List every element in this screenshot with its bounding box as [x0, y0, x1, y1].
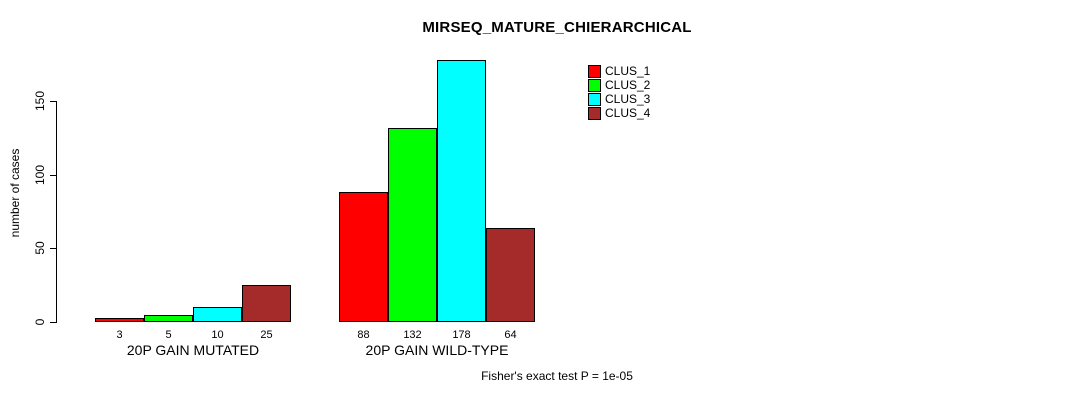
y-axis-tick-label: 50 [33, 241, 47, 255]
y-axis-tick [50, 101, 57, 102]
bar-clus_1 [339, 192, 388, 322]
bar-clus_3 [437, 60, 486, 322]
fisher-test-annotation: Fisher's exact test P = 1e-05 [481, 369, 633, 383]
y-axis-tick-label: 0 [33, 318, 47, 326]
bar-value-label: 64 [504, 329, 517, 341]
bar-value-label: 25 [260, 329, 273, 341]
legend-label: CLUS_4 [605, 106, 651, 120]
bar-value-label: 88 [357, 329, 370, 341]
legend-swatch-icon [588, 64, 601, 78]
y-axis-tick [50, 175, 57, 176]
bar-value-label: 5 [165, 329, 172, 341]
y-axis-tick [50, 322, 57, 323]
bar-clus_4 [486, 228, 535, 322]
bar-clus_1 [95, 318, 144, 322]
legend-swatch-icon [588, 92, 601, 106]
bar-clus_2 [144, 315, 193, 322]
legend-label: CLUS_1 [605, 64, 651, 78]
legend-item-clus_1: CLUS_1 [588, 64, 651, 78]
x-axis-category-label: 20P GAIN WILD-TYPE [365, 342, 509, 358]
legend-item-clus_3: CLUS_3 [588, 92, 651, 106]
legend-swatch-icon [588, 78, 601, 92]
bar-clus_3 [193, 307, 242, 322]
chart-title: MIRSEQ_MATURE_CHIERARCHICAL [422, 19, 692, 36]
bar-clus_2 [388, 128, 437, 322]
legend-swatch-icon [588, 106, 601, 120]
bar-value-label: 178 [452, 329, 471, 341]
bar-clus_4 [242, 285, 291, 322]
legend-item-clus_4: CLUS_4 [588, 106, 651, 120]
y-axis-title: number of cases [8, 148, 22, 238]
legend-item-clus_2: CLUS_2 [588, 78, 651, 92]
y-axis-tick-label: 100 [33, 164, 47, 186]
legend: CLUS_1 CLUS_2 CLUS_3 CLUS_4 [588, 64, 651, 120]
bar-value-label: 3 [116, 329, 123, 341]
legend-label: CLUS_3 [605, 92, 651, 106]
y-axis-tick [50, 248, 57, 249]
y-axis-line [56, 101, 57, 323]
x-axis-category-label: 20P GAIN MUTATED [126, 342, 260, 358]
y-axis-tick-label: 150 [33, 90, 47, 112]
bar-value-label: 132 [403, 329, 422, 341]
legend-label: CLUS_2 [605, 78, 651, 92]
bar-value-label: 10 [211, 329, 224, 341]
